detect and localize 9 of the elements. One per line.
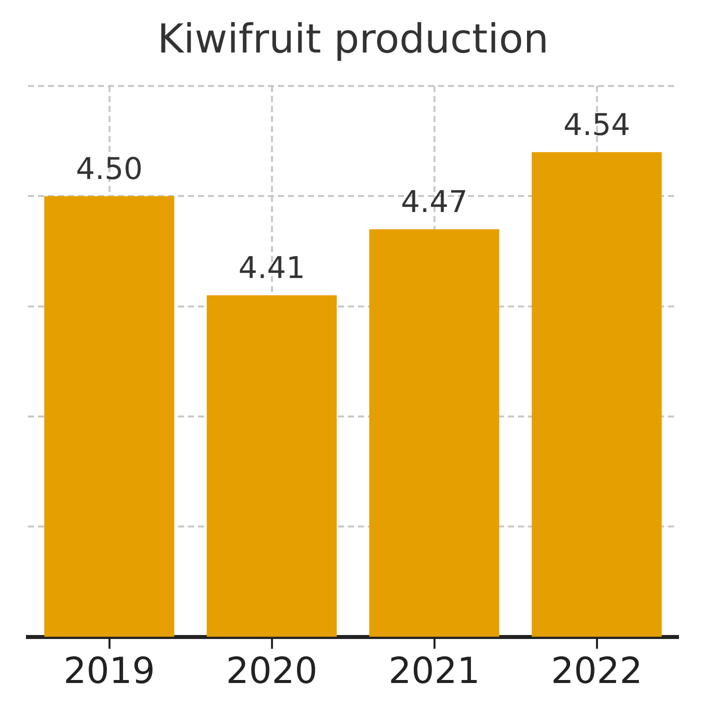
data-label: 4.50	[76, 152, 143, 187]
x-tick-label: 2022	[550, 650, 643, 692]
x-tick-label: 2020	[226, 650, 318, 692]
data-label: 4.41	[238, 251, 306, 286]
x-tick-label: 2019	[63, 650, 156, 692]
data-label: 4.54	[563, 108, 630, 143]
chart-title: Kiwifruit production	[157, 16, 549, 62]
data-label: 4.47	[400, 185, 468, 220]
x-tick-label: 2021	[388, 650, 480, 692]
